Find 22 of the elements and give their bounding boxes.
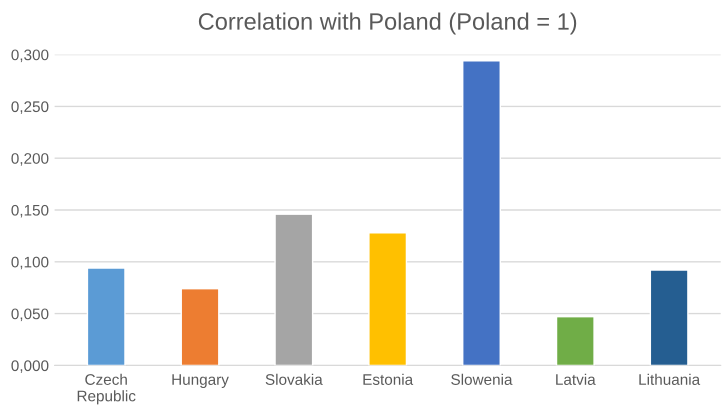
x-tick-label: Hungary xyxy=(172,374,229,388)
y-tick-label: 0,050 xyxy=(11,308,48,322)
y-tick-label: 0,300 xyxy=(11,49,48,62)
y-tick-label: 0,250 xyxy=(11,101,48,114)
bar xyxy=(180,288,220,366)
x-tick-label: Latvia xyxy=(556,374,596,385)
bar xyxy=(368,232,408,366)
bar xyxy=(86,267,126,366)
chart-title: Correlation with Poland (Poland = 1) xyxy=(198,12,576,34)
x-tick-label: Slovakia xyxy=(266,374,323,385)
bar xyxy=(556,316,595,366)
bar xyxy=(650,269,689,366)
y-tick-label: 0,200 xyxy=(11,153,48,166)
bar xyxy=(274,213,314,366)
bar xyxy=(462,60,501,366)
x-tick-label: Slowenia xyxy=(451,374,512,385)
x-tick-label: Lithuania xyxy=(639,374,700,385)
y-tick-label: 0,100 xyxy=(11,256,48,270)
y-tick-label: 0,150 xyxy=(11,204,48,218)
x-tick-label: Czech Republic xyxy=(78,374,136,404)
y-tick-label: 0,000 xyxy=(11,360,48,373)
x-tick-label: Estonia xyxy=(363,374,414,385)
